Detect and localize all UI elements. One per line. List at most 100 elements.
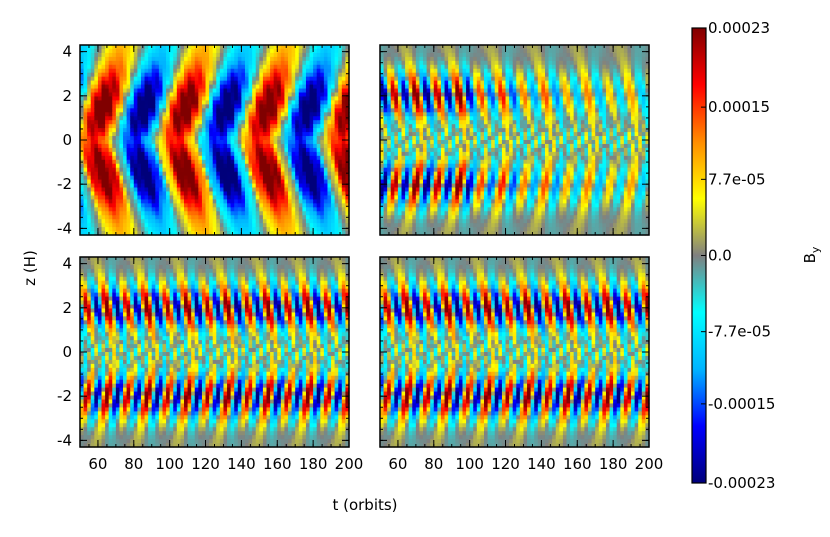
- heatmap-cell: [176, 80, 182, 86]
- heatmap-cell: [390, 68, 395, 74]
- heatmap-cell: [383, 68, 388, 74]
- heatmap-cell: [148, 203, 153, 208]
- heatmap-cell: [345, 199, 350, 204]
- heatmap-cell: [126, 128, 131, 133]
- heatmap-cell: [126, 76, 131, 82]
- heatmap-cell: [345, 88, 350, 94]
- heatmap-cell: [313, 72, 318, 78]
- heatmap-cell: [331, 191, 336, 197]
- heatmap-cell: [101, 56, 106, 62]
- heatmap-cell: [448, 120, 453, 125]
- heatmap-cell: [408, 159, 413, 165]
- heatmap-cell: [394, 52, 399, 58]
- heatmap-cell: [94, 88, 99, 94]
- heatmap-cell: [451, 155, 456, 161]
- heatmap-cell: [130, 163, 135, 169]
- heatmap-cell: [112, 88, 117, 94]
- heatmap-cell: [230, 132, 235, 137]
- heatmap-cell: [248, 120, 253, 125]
- heatmap-cell: [262, 147, 268, 153]
- heatmap-cell: [426, 96, 431, 102]
- heatmap-cell: [180, 52, 185, 58]
- heatmap-cell: [408, 151, 413, 157]
- heatmap-cell: [80, 116, 85, 121]
- heatmap-cell: [284, 64, 289, 70]
- heatmap-cell: [415, 124, 421, 129]
- heatmap-cell: [466, 116, 471, 121]
- heatmap-cell: [466, 136, 471, 141]
- heatmap-cell: [273, 80, 278, 86]
- heatmap-cell: [155, 187, 160, 193]
- heatmap-cell: [309, 132, 314, 137]
- heatmap-cell: [255, 163, 260, 169]
- heatmap-cell: [194, 171, 199, 177]
- heatmap-cell: [476, 151, 482, 157]
- heatmap-cell: [380, 100, 385, 105]
- heatmap-cell: [387, 167, 392, 173]
- heatmap-cell: [176, 199, 182, 204]
- heatmap-cell: [262, 179, 268, 185]
- heatmap-cell: [451, 128, 456, 133]
- heatmap-cell: [248, 100, 253, 105]
- heatmap-cell: [187, 56, 192, 62]
- heatmap-cell: [216, 199, 221, 204]
- heatmap-cell: [316, 136, 321, 141]
- heatmap-cell: [426, 227, 431, 232]
- heatmap-cell: [133, 183, 138, 189]
- heatmap-cell: [237, 211, 242, 216]
- heatmap-cell: [234, 96, 239, 102]
- heatmap-cell: [209, 175, 214, 181]
- heatmap-cell: [234, 175, 239, 181]
- heatmap-cell: [223, 159, 228, 165]
- heatmap-cell: [394, 116, 399, 121]
- heatmap-cell: [87, 207, 92, 212]
- heatmap-cell: [216, 64, 221, 70]
- heatmap-cell: [105, 175, 110, 181]
- heatmap-cell: [437, 227, 442, 232]
- heatmap-cell: [194, 72, 199, 78]
- heatmap-cell: [266, 124, 271, 129]
- heatmap-cell: [390, 171, 395, 177]
- heatmap-cell: [309, 68, 314, 74]
- heatmap-cell: [237, 171, 242, 177]
- heatmap-cell: [448, 195, 453, 200]
- heatmap-cell: [440, 187, 446, 193]
- heatmap-cell: [266, 140, 271, 145]
- heatmap-cell: [455, 88, 460, 94]
- heatmap-cell: [380, 124, 385, 129]
- heatmap-cell: [119, 136, 124, 141]
- heatmap-cell: [241, 223, 246, 228]
- heatmap-cell: [87, 175, 92, 181]
- heatmap-cell: [108, 171, 113, 177]
- heatmap-cell: [130, 187, 135, 193]
- heatmap-cell: [133, 120, 138, 125]
- heatmap-cell: [144, 116, 149, 121]
- heatmap-cell: [140, 147, 146, 153]
- heatmap-cell: [408, 147, 413, 153]
- heatmap-cell: [316, 124, 321, 129]
- heatmap-cell: [166, 211, 171, 216]
- heatmap-cell: [288, 227, 293, 232]
- heatmap-cell: [444, 151, 449, 157]
- heatmap-cell: [205, 231, 210, 236]
- heatmap-cell: [280, 211, 286, 216]
- heatmap-cell: [180, 120, 185, 125]
- heatmap-cell: [412, 136, 417, 141]
- heatmap-cell: [440, 136, 446, 141]
- heatmap-cell: [305, 96, 311, 102]
- heatmap-cell: [140, 187, 146, 193]
- heatmap-cell: [390, 199, 395, 204]
- heatmap-cell: [390, 80, 395, 86]
- heatmap-cell: [280, 116, 286, 121]
- heatmap-cell: [216, 159, 221, 165]
- heatmap-cell: [130, 167, 135, 173]
- heatmap-cell: [115, 191, 121, 197]
- heatmap-cell: [162, 48, 167, 54]
- heatmap-cell: [458, 96, 464, 102]
- heatmap-cell: [270, 183, 275, 189]
- heatmap-cell: [234, 80, 239, 86]
- heatmap-cell: [176, 223, 182, 228]
- heatmap-cell: [123, 143, 128, 149]
- heatmap-cell: [219, 104, 225, 109]
- heatmap-cell: [426, 147, 431, 153]
